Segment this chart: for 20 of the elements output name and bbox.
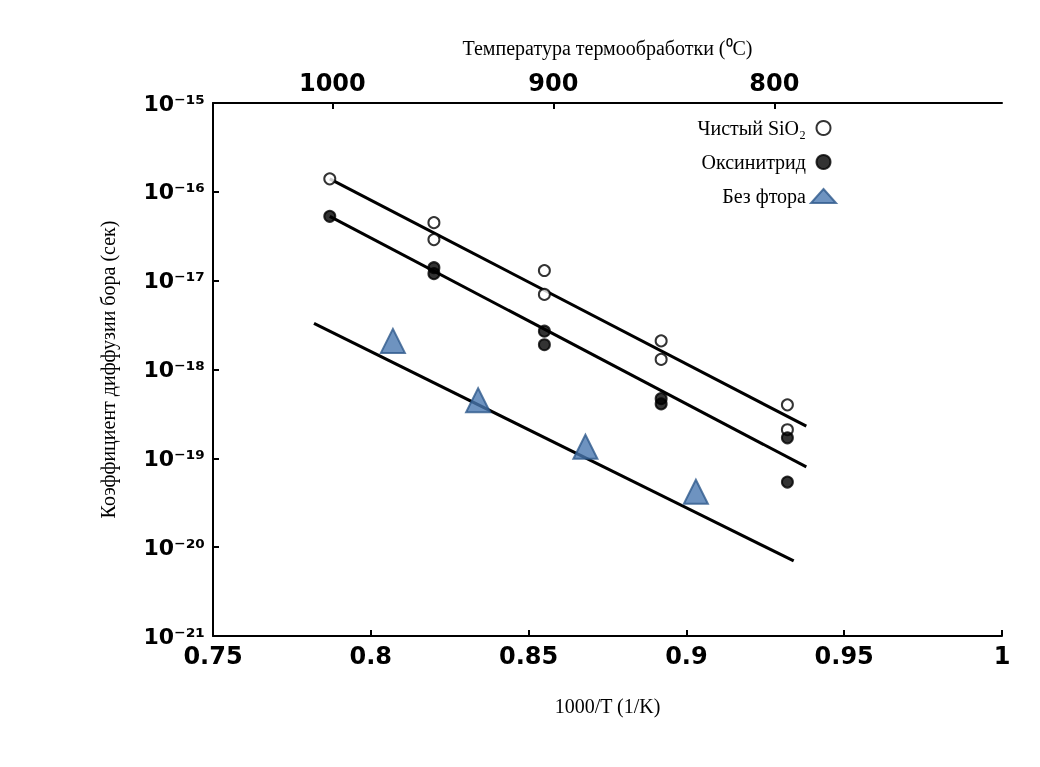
legend-label: Без фтора xyxy=(722,185,807,208)
y-axis-title: Коэффициент диффузии бора (сек) xyxy=(97,220,120,519)
y-tick-label: 10⁻¹⁹ xyxy=(143,445,205,471)
x-axis-title: 1000/T (1/K) xyxy=(554,695,661,718)
y-tick-label: 10⁻²⁰ xyxy=(143,534,205,560)
x-tick-label: 0.9 xyxy=(665,642,708,670)
x2-tick-label: 1000 xyxy=(298,69,366,97)
x-tick-label: 1 xyxy=(993,642,1011,670)
x-tick-label: 0.95 xyxy=(814,642,874,670)
x2-tick-label: 800 xyxy=(749,69,800,97)
y-tick-label: 10⁻¹⁸ xyxy=(143,357,205,382)
y-tick-label: 10⁻¹⁵ xyxy=(143,90,205,116)
y-tick-label: 10⁻¹⁷ xyxy=(143,268,205,294)
legend-label: Оксинитрид xyxy=(701,151,806,174)
y-tick-label: 10⁻¹⁶ xyxy=(143,179,205,205)
legend-label: Чистый SiO₂ xyxy=(697,117,806,139)
x2-axis-title: Температура термообработки (⁰C) xyxy=(462,37,753,60)
x-tick-label: 0.85 xyxy=(498,642,559,670)
x-tick-label: 0.8 xyxy=(349,642,393,670)
x2-tick-label: 900 xyxy=(528,69,579,97)
